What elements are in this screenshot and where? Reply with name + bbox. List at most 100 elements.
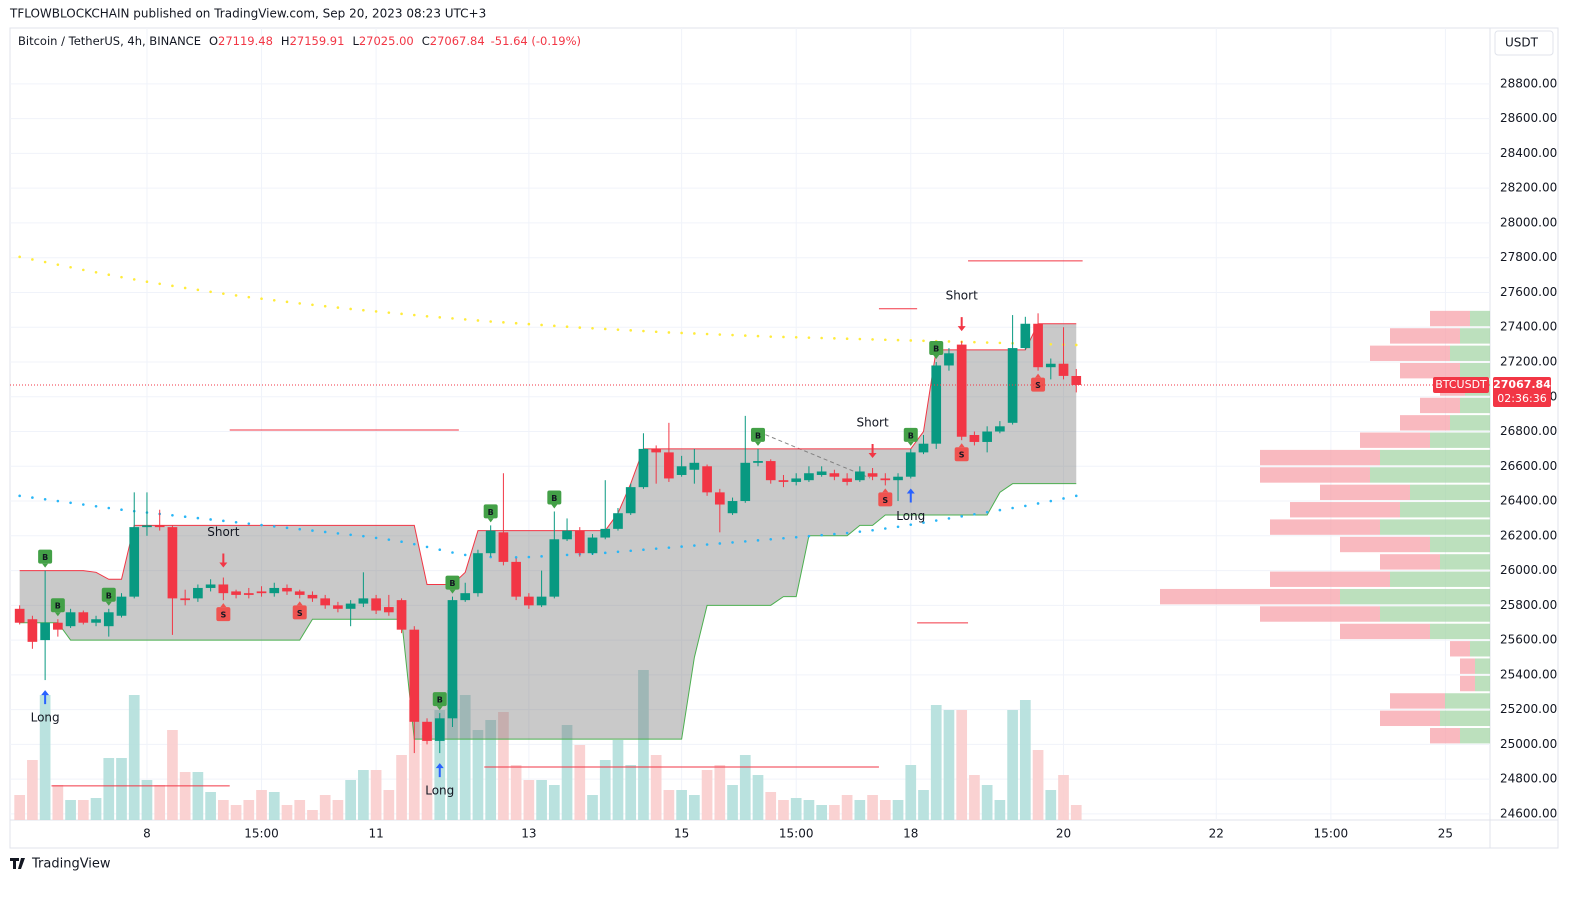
profile-up (1380, 449, 1490, 466)
candle-body (78, 612, 89, 623)
ohlc-value: 27025.00 (359, 34, 414, 48)
footer: TradingView (31, 857, 111, 872)
ma-slow-dot (145, 280, 149, 283)
ma-slow-dot (387, 311, 391, 314)
ma-slow-dot (896, 338, 900, 342)
ma-slow-dot (616, 328, 620, 331)
ma-slow-dot (183, 286, 187, 290)
ma-slow-dot (603, 327, 607, 331)
short-arrow (868, 444, 877, 459)
volume-bar (39, 695, 51, 820)
profile-up (1440, 710, 1490, 727)
profile-up (1450, 345, 1490, 361)
ma-slow-dot (298, 302, 302, 305)
x-tick-label: 8 (143, 827, 151, 841)
profile-up (1460, 362, 1490, 379)
profile-up (1470, 310, 1490, 327)
ma-slow-dot (782, 335, 785, 339)
signal-pointer (220, 603, 227, 608)
ma-fast-dot (171, 513, 174, 517)
volume-bar (752, 775, 764, 820)
profile-up (1470, 641, 1490, 657)
ma-fast-dot (1062, 497, 1065, 500)
x-tick-label: 15 (674, 827, 689, 841)
candle-body (727, 501, 738, 514)
ma-fast-dot (43, 498, 47, 501)
volume-bar (65, 800, 76, 820)
volume-bar (179, 772, 191, 820)
ma-fast-dot (565, 553, 569, 557)
volume-bar (90, 798, 102, 820)
signal-label: B (933, 344, 939, 353)
volume-bar (841, 795, 853, 820)
ma-fast-dot (94, 504, 98, 508)
volume-bar (943, 710, 955, 820)
volume-bar (854, 800, 866, 820)
ma-fast-dot (807, 534, 811, 538)
candle-body (91, 619, 101, 623)
volume-bar (892, 800, 904, 820)
volume-bar (370, 770, 382, 820)
ma-slow-dot (591, 326, 594, 330)
ma-fast-dot (209, 518, 212, 521)
ma-fast-dot (1036, 502, 1040, 505)
profile-up (1460, 728, 1490, 744)
signal-label: B (488, 508, 494, 517)
ma-fast-dot (412, 542, 416, 546)
candle-body (473, 553, 483, 594)
profile-up (1460, 328, 1490, 344)
profile-up (1440, 554, 1490, 570)
ma-slow-dot (527, 322, 531, 326)
signal-label: B (908, 431, 914, 440)
candle-body (511, 561, 521, 597)
x-tick-label: 15:00 (244, 827, 279, 841)
candle-body (587, 537, 598, 554)
ma-slow-dot (132, 278, 136, 281)
ma-fast-dot (654, 547, 658, 550)
y-tick-label: 26400.00 (1500, 494, 1557, 508)
x-tick-label: 22 (1209, 827, 1224, 841)
candle-body (193, 587, 203, 599)
signal-pointer (958, 443, 965, 448)
profile-up (1340, 588, 1490, 605)
candle-body (142, 525, 152, 528)
candle-body (714, 492, 725, 505)
candle-body (651, 448, 662, 453)
profile-down (1380, 710, 1440, 727)
ma-fast-dot (1049, 499, 1053, 503)
ma-slow-dot (985, 341, 989, 344)
candle-body (549, 539, 560, 597)
signal-pointer (449, 589, 456, 594)
candle-body (664, 452, 674, 479)
ma-fast-dot (642, 548, 645, 552)
volume-bar (879, 800, 891, 820)
currency[interactable]: USDT (1505, 36, 1539, 50)
candle-body (880, 478, 891, 481)
ma-slow-dot (998, 341, 1002, 345)
volume-bar (650, 755, 662, 820)
volume-bar (1019, 700, 1031, 820)
ma-slow-dot (463, 318, 467, 321)
candle-body (905, 452, 916, 477)
ma-slow-dot (451, 317, 454, 320)
ma-slow-dot (845, 337, 849, 340)
ma-slow-dot (120, 275, 123, 279)
signal-label: S (220, 611, 226, 620)
volume-bar (599, 760, 611, 820)
signal-label: B (106, 591, 112, 600)
signal-pointer (882, 488, 889, 493)
currency-box[interactable] (1494, 30, 1554, 56)
ma-fast-dot (667, 546, 671, 549)
y-tick-label: 26000.00 (1500, 563, 1557, 577)
signal-label: S (959, 451, 965, 460)
signal-label: S (297, 609, 303, 618)
volume-bar (523, 780, 535, 820)
candle-body (180, 598, 190, 601)
signal-badge (903, 427, 918, 442)
profile-down (1370, 345, 1450, 361)
y-tick-label: 27400.00 (1500, 320, 1557, 334)
volume-bar (103, 758, 115, 820)
signal-label: B (55, 602, 61, 611)
volume-bar (790, 798, 802, 820)
volume-bar (612, 740, 624, 820)
